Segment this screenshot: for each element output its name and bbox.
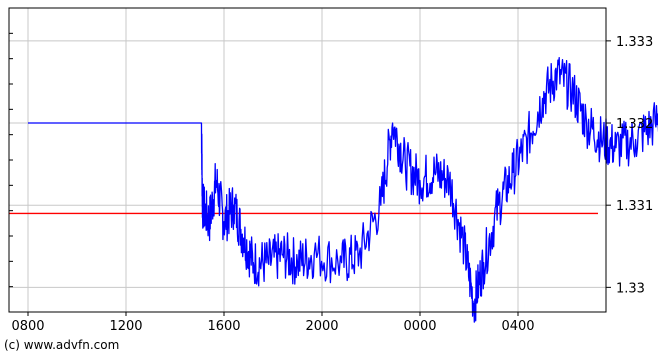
x-tick-label: 0000 <box>403 319 436 334</box>
grid-lines <box>9 8 606 312</box>
x-tick-label: 2000 <box>305 319 338 334</box>
credit-text: (c) www.advfn.com <box>4 338 120 352</box>
x-tick-label: 0400 <box>501 319 534 334</box>
x-tick-label: 1200 <box>109 319 142 334</box>
price-series-line <box>28 56 658 323</box>
x-axis-ticks: 0800 1200 1600 2000 0000 0400 <box>11 312 535 334</box>
plot-area <box>8 7 607 313</box>
y-tick-label: 1.332 <box>616 117 653 132</box>
x-tick-label: 0800 <box>11 319 44 334</box>
x-tick-label: 1600 <box>207 319 240 334</box>
y-tick-label: 1.333 <box>616 35 653 50</box>
y-axis-ticks: 1.333 1.332 1.331 1.33 <box>9 32 653 313</box>
series-lines <box>28 56 658 323</box>
y-tick-label: 1.331 <box>616 199 653 214</box>
y-tick-label: 1.33 <box>616 281 645 296</box>
